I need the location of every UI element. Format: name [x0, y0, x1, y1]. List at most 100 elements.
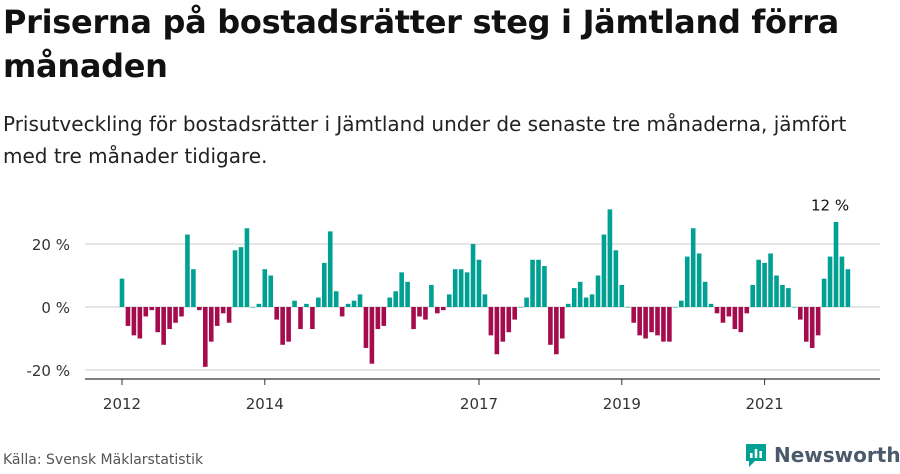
newsworthy-logo-icon: [746, 444, 766, 467]
bar: [429, 284, 434, 307]
bar: [714, 307, 720, 314]
bar: [726, 307, 732, 317]
bar: [417, 307, 422, 317]
bar: [506, 307, 512, 333]
y-tick-label: 0 %: [41, 299, 70, 317]
bar: [399, 272, 404, 307]
bar: [357, 294, 363, 307]
bar: [411, 307, 416, 330]
bar: [780, 284, 785, 307]
bar: [803, 307, 809, 342]
bar: [387, 297, 393, 307]
bars: [119, 209, 851, 367]
bar: [619, 284, 625, 307]
bar: [673, 307, 678, 308]
bar: [536, 259, 541, 307]
bar: [274, 307, 279, 320]
bar: [518, 307, 523, 308]
bar: [191, 269, 196, 307]
bar: [809, 307, 815, 348]
bar: [435, 307, 440, 314]
bar: [131, 307, 137, 336]
bar: [768, 253, 773, 307]
bar: [369, 307, 375, 364]
bar: [637, 307, 642, 336]
bar: [583, 297, 589, 307]
bar: [500, 307, 506, 342]
y-tick-label: 20 %: [32, 236, 70, 254]
bar: [298, 307, 303, 330]
bar: [589, 294, 595, 307]
bar: [446, 294, 452, 307]
bar: [655, 307, 660, 336]
bar: [458, 269, 464, 307]
last-value-label: 12 %: [811, 197, 849, 215]
bar: [143, 307, 149, 317]
bar: [268, 275, 274, 307]
bar: [280, 307, 285, 345]
bar: [821, 278, 827, 307]
bar: [256, 303, 262, 307]
bar: [304, 303, 309, 307]
bar: [667, 307, 672, 342]
bar: [464, 272, 470, 307]
bar: [792, 307, 797, 308]
bar: [351, 300, 357, 307]
bar: [232, 250, 238, 307]
bar: [179, 307, 184, 317]
bar: [244, 228, 250, 307]
bar: [161, 307, 166, 345]
bar: [774, 275, 779, 307]
bar: [762, 262, 767, 307]
bar: [595, 275, 601, 307]
bar: [214, 307, 220, 326]
bar: [494, 307, 500, 355]
bar: [149, 307, 155, 311]
bar: [250, 307, 256, 308]
bar: [679, 300, 684, 307]
bar: [167, 307, 172, 330]
bar: [327, 231, 333, 307]
bar: [476, 259, 482, 307]
bar: [607, 209, 613, 307]
bar: [554, 307, 559, 355]
brand-name: Newsworthy: [774, 443, 900, 467]
bar: [738, 307, 744, 333]
bar: [601, 234, 607, 307]
x-tick-label: 2021: [746, 395, 784, 413]
bar: [702, 281, 708, 307]
bar: [405, 281, 410, 307]
bar: [542, 266, 547, 307]
bar: [560, 307, 565, 339]
bar: [732, 307, 738, 330]
chart-subtitle: Prisutveckling för bostadsrätter i Jämtl…: [3, 112, 847, 168]
chart-title: Priserna på bostadsrätter steg i Jämtlan…: [3, 3, 839, 85]
bar: [238, 247, 244, 307]
bar: [571, 288, 577, 307]
bar: [173, 307, 178, 323]
bar: [524, 297, 529, 307]
bar: [381, 307, 387, 326]
bar: [137, 307, 143, 339]
x-tick-label: 2014: [246, 395, 284, 413]
x-tick-label: 2019: [603, 395, 641, 413]
brand-logo: Newsworthy: [744, 440, 900, 470]
bar: [155, 307, 160, 333]
bar: [530, 259, 535, 307]
bar: [423, 307, 428, 320]
bar: [452, 269, 458, 307]
x-axis: 2012 2014 2017 2019 2021: [85, 378, 880, 413]
bar: [333, 291, 339, 307]
bar: [833, 221, 839, 307]
x-tick-label: 2017: [460, 395, 498, 413]
bar: [345, 303, 351, 307]
bar: [548, 307, 553, 345]
bar: [441, 307, 446, 311]
annotations: 12 %: [811, 197, 849, 215]
bar: [786, 288, 791, 307]
x-tick-label: 2012: [103, 395, 141, 413]
bar: [744, 307, 750, 314]
bar: [339, 307, 345, 317]
bar: [512, 307, 517, 320]
bar: [185, 234, 190, 307]
